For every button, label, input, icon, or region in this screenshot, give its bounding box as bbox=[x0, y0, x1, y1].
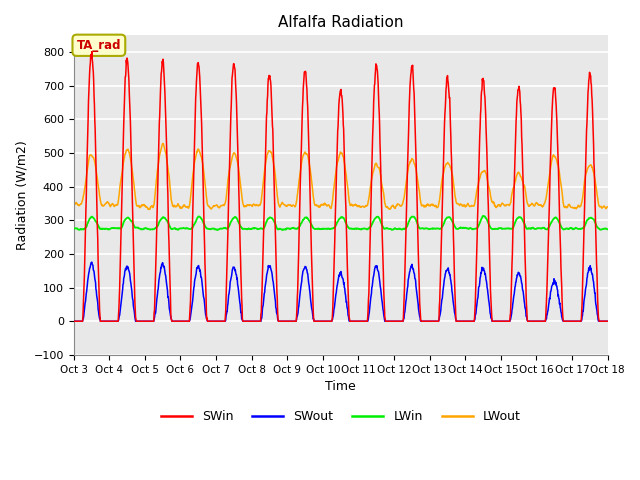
LWin bbox=[479, 213, 487, 219]
SWout bbox=[248, 318, 256, 324]
LWin bbox=[189, 225, 196, 231]
LWout bbox=[541, 200, 548, 206]
Line: LWout: LWout bbox=[74, 144, 607, 209]
SWin bbox=[176, 318, 184, 324]
SWout bbox=[540, 318, 548, 324]
Text: TA_rad: TA_rad bbox=[77, 39, 121, 52]
LWout bbox=[424, 201, 431, 207]
SWin bbox=[189, 213, 196, 219]
SWin bbox=[248, 318, 256, 324]
SWout bbox=[424, 318, 431, 324]
LWout bbox=[189, 170, 197, 176]
LWout bbox=[176, 205, 184, 211]
SWin bbox=[70, 318, 77, 324]
SWin bbox=[540, 318, 548, 324]
LWin bbox=[70, 225, 77, 231]
SWout bbox=[604, 318, 611, 324]
SWout bbox=[70, 318, 77, 324]
LWout bbox=[249, 202, 257, 208]
SWin bbox=[604, 318, 611, 324]
LWout bbox=[70, 204, 77, 210]
Line: LWin: LWin bbox=[74, 216, 607, 230]
LWin bbox=[278, 227, 286, 233]
LWout bbox=[159, 141, 166, 146]
SWin bbox=[493, 318, 501, 324]
LWin bbox=[424, 226, 431, 231]
LWout bbox=[493, 204, 501, 209]
SWout bbox=[88, 259, 95, 265]
Line: SWout: SWout bbox=[74, 262, 607, 321]
X-axis label: Time: Time bbox=[325, 380, 356, 393]
SWin bbox=[88, 49, 95, 55]
Line: SWin: SWin bbox=[74, 52, 607, 321]
Title: Alfalfa Radiation: Alfalfa Radiation bbox=[278, 15, 403, 30]
SWout bbox=[493, 318, 501, 324]
SWout bbox=[176, 318, 184, 324]
LWin bbox=[541, 226, 548, 231]
LWout bbox=[604, 204, 611, 210]
Y-axis label: Radiation (W/m2): Radiation (W/m2) bbox=[15, 140, 28, 250]
SWout bbox=[189, 297, 196, 303]
LWin bbox=[604, 227, 611, 232]
LWin bbox=[248, 226, 256, 232]
LWin bbox=[175, 226, 183, 231]
LWin bbox=[493, 226, 501, 232]
SWin bbox=[424, 318, 431, 324]
LWout bbox=[146, 206, 154, 212]
Legend: SWin, SWout, LWin, LWout: SWin, SWout, LWin, LWout bbox=[156, 406, 525, 429]
